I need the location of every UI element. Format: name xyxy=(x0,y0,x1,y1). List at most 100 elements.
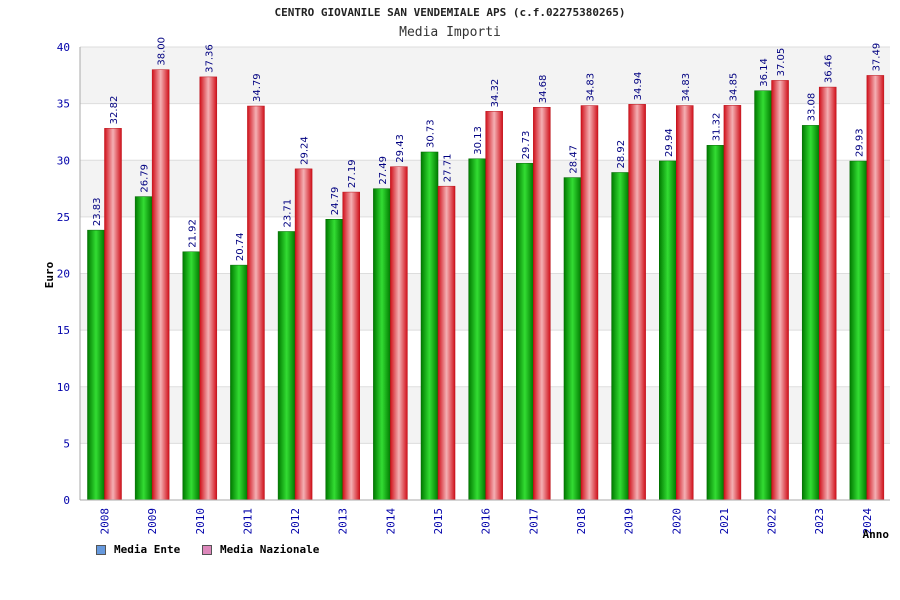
data-label: 27.71 xyxy=(443,154,454,183)
legend-label: Media Nazionale xyxy=(220,543,320,556)
legend-item-media-ente: Media Ente xyxy=(96,543,180,556)
bar-media-ente xyxy=(611,172,629,501)
data-label: 33.08 xyxy=(807,93,818,122)
x-tick-label: 2020 xyxy=(670,508,683,535)
bar-media-ente xyxy=(468,158,486,501)
bar-media-ente xyxy=(516,163,534,501)
bar-media-ente xyxy=(182,251,201,501)
data-label: 36.14 xyxy=(759,58,770,87)
bar-media-nazionale xyxy=(199,76,218,501)
data-label: 28.47 xyxy=(568,145,579,174)
bar-media-ente xyxy=(373,188,391,501)
y-tick-label: 20 xyxy=(57,268,70,281)
bar-media-ente xyxy=(325,219,343,501)
bar-media-ente xyxy=(754,90,772,501)
bar-media-nazionale xyxy=(294,168,313,501)
data-label: 23.71 xyxy=(283,199,294,228)
data-label: 20.74 xyxy=(235,232,246,261)
bar-media-nazionale xyxy=(485,111,503,501)
data-label: 37.49 xyxy=(871,43,882,72)
bar-media-nazionale xyxy=(723,105,742,501)
bar-media-nazionale xyxy=(866,75,885,501)
data-label: 30.13 xyxy=(473,126,484,155)
x-tick-label: 2018 xyxy=(575,508,588,535)
data-label: 24.79 xyxy=(330,187,341,216)
data-label: 34.68 xyxy=(538,75,549,104)
x-tick-label: 2010 xyxy=(194,508,207,535)
axes: 0 5 10 15 20 25 30 35 40 2008 2009 2010 2011 2012 2013… xyxy=(57,41,890,535)
x-tick-label: 2009 xyxy=(146,508,159,535)
data-label: 34.32 xyxy=(490,79,501,108)
data-label: 26.79 xyxy=(140,164,151,193)
y-tick-label: 0 xyxy=(63,494,70,507)
data-label: 29.24 xyxy=(300,136,311,165)
data-label: 34.85 xyxy=(728,73,739,102)
bar-media-nazionale xyxy=(628,104,646,501)
data-label: 29.43 xyxy=(395,134,406,163)
data-label: 32.82 xyxy=(109,96,120,125)
data-label: 34.94 xyxy=(633,72,644,101)
bar-media-nazionale xyxy=(247,105,265,501)
data-label: 37.05 xyxy=(776,48,787,77)
data-label: 31.32 xyxy=(711,113,722,142)
x-tick-label: 2017 xyxy=(527,508,540,535)
y-tick-label: 40 xyxy=(57,41,70,54)
bar-media-nazionale xyxy=(104,128,122,501)
data-label: 28.92 xyxy=(616,140,627,169)
data-label: 29.73 xyxy=(521,131,532,160)
x-tick-label: 2013 xyxy=(337,508,350,535)
data-labels: 23.83 32.82 26.79 38.00 21.92 37.36 20.74 34.79… xyxy=(92,37,882,261)
legend-swatch-icon xyxy=(202,544,212,555)
legend-swatch-icon xyxy=(96,544,106,555)
y-tick-label: 10 xyxy=(57,381,70,394)
bar-media-ente xyxy=(420,151,439,501)
bar-media-nazionale xyxy=(676,105,694,501)
bar-media-nazionale xyxy=(151,69,170,501)
y-axis-label: Euro xyxy=(43,261,56,288)
bar-media-nazionale xyxy=(771,80,789,501)
bar-media-nazionale xyxy=(580,105,599,501)
chart-subtitle: Media Importi xyxy=(399,25,501,40)
bar-media-ente xyxy=(659,160,677,501)
bar-media-ente xyxy=(87,229,105,501)
bar-media-nazionale xyxy=(818,86,837,501)
x-tick-label: 2022 xyxy=(766,508,779,535)
x-tick-label: 2023 xyxy=(813,508,826,535)
bar-media-nazionale xyxy=(342,191,360,501)
data-label: 34.79 xyxy=(252,73,263,102)
bar-media-nazionale xyxy=(390,166,408,501)
data-label: 34.83 xyxy=(681,73,692,102)
x-tick-label: 2012 xyxy=(289,508,302,535)
data-label: 21.92 xyxy=(187,219,198,248)
bar-media-ente xyxy=(230,264,248,501)
data-label: 34.83 xyxy=(585,73,596,102)
legend-item-media-nazionale: Media Nazionale xyxy=(202,543,319,556)
x-tick-label: 2019 xyxy=(623,508,636,535)
data-label: 36.46 xyxy=(824,54,835,83)
x-tick-label: 2014 xyxy=(384,508,397,535)
bar-media-nazionale xyxy=(437,185,456,501)
x-tick-label: 2016 xyxy=(480,508,493,534)
x-tick-label: 2011 xyxy=(241,508,254,535)
y-tick-label: 15 xyxy=(57,324,70,337)
bars xyxy=(87,69,885,501)
data-label: 27.19 xyxy=(347,159,358,188)
x-tick-label: 2015 xyxy=(432,508,445,535)
bar-media-ente xyxy=(134,196,153,501)
y-tick-label: 25 xyxy=(57,211,70,224)
data-label: 29.94 xyxy=(664,128,675,157)
data-label: 27.49 xyxy=(378,156,389,185)
x-axis-label: Anno xyxy=(863,528,890,541)
y-tick-label: 5 xyxy=(63,437,70,450)
data-label: 38.00 xyxy=(157,37,168,66)
x-tick-label: 2008 xyxy=(99,508,112,535)
bar-media-nazionale xyxy=(533,106,551,501)
data-label: 23.83 xyxy=(92,197,103,226)
bar-media-ente xyxy=(849,160,868,501)
data-label: 30.73 xyxy=(426,119,437,148)
x-tick-label: 2024 xyxy=(861,508,874,535)
bar-media-ente xyxy=(801,125,820,501)
legend-label: Media Ente xyxy=(114,543,181,556)
bar-media-ente xyxy=(277,231,296,501)
